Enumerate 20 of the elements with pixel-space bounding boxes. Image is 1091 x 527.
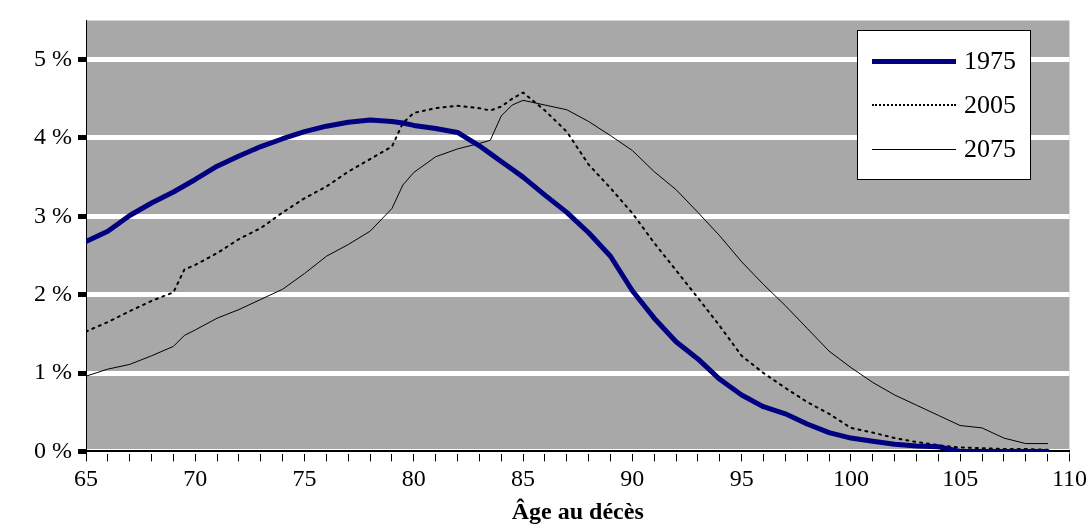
x-tick-label: 75	[292, 465, 317, 492]
x-tick-label: 105	[942, 465, 979, 492]
x-tick-label: 90	[620, 465, 645, 492]
x-axis-title: Âge au décès	[511, 497, 644, 524]
x-tick-label: 95	[729, 465, 754, 492]
x-tick-label: 85	[511, 465, 536, 492]
x-tick-label: 80	[401, 465, 426, 492]
x-tick-label: 70	[183, 465, 208, 492]
y-tick-label: 2 %	[34, 279, 72, 306]
legend-label: 1975	[964, 46, 1016, 76]
legend-label: 2005	[964, 90, 1016, 120]
y-tick-label: 0 %	[34, 436, 72, 463]
y-tick-label: 5 %	[34, 44, 72, 71]
y-tick-label: 4 %	[34, 123, 72, 150]
x-tick-label: 100	[832, 465, 869, 492]
legend-label: 2075	[964, 134, 1016, 164]
y-tick-label: 1 %	[34, 358, 72, 385]
x-tick-label: 65	[74, 465, 98, 492]
y-tick-label: 3 %	[34, 201, 72, 228]
x-tick-label: 110	[1051, 465, 1087, 492]
